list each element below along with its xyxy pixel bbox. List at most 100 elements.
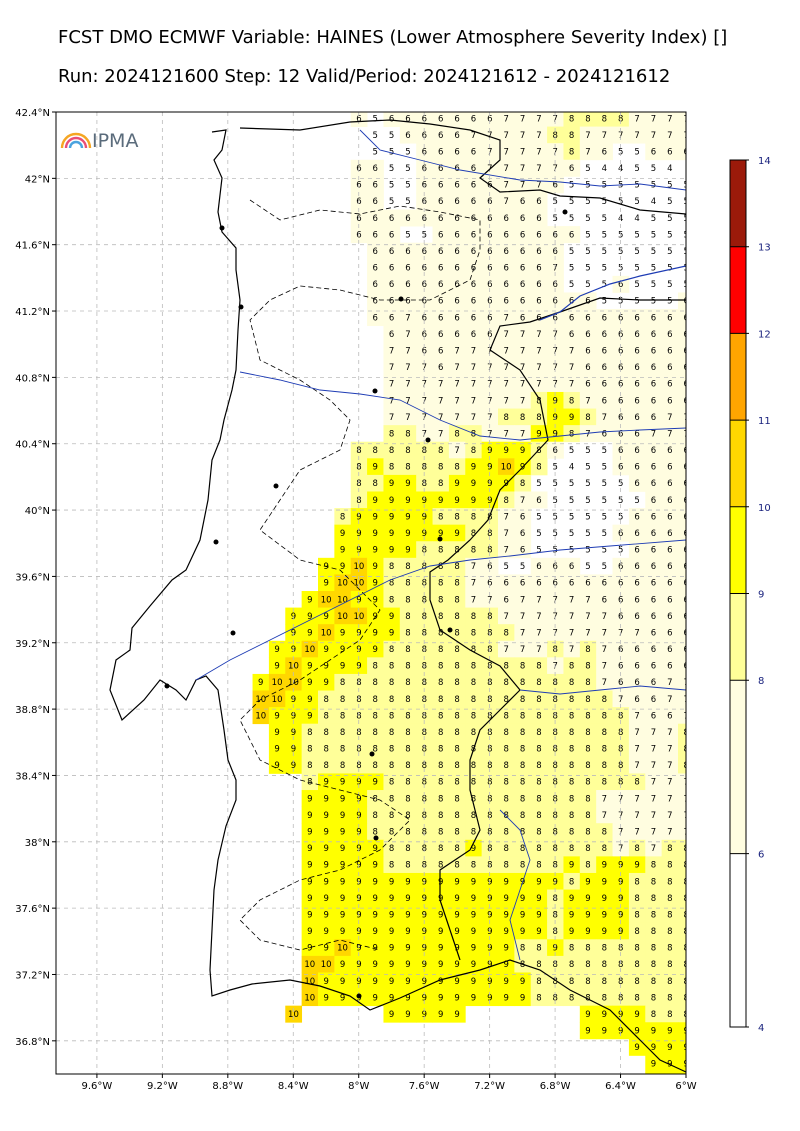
cell-value: 8 [405,562,410,572]
cell-value: 7 [765,711,770,721]
grid-cell [793,923,800,940]
cell-value: 9 [503,993,508,1003]
cell-value: 5 [602,463,607,473]
cell-value: 7 [749,695,754,705]
grid-cell [776,624,793,641]
grid-cell [694,326,711,343]
grid-cell [498,773,515,791]
cell-value: 7 [520,147,525,157]
cell-value: 9 [471,910,476,920]
cell-value: 7 [389,380,394,390]
grid-cell [793,840,800,857]
cell-value: 8 [651,993,656,1003]
cell-value: 8 [536,761,541,771]
grid-cell [678,624,686,642]
cell-value: 6 [503,264,508,274]
cell-value: 8 [356,728,361,738]
cell-value: 9 [782,778,787,788]
grid-cell [596,707,613,725]
cell-value: 7 [405,380,410,390]
cell-value: 9 [323,894,328,904]
cell-value: 5 [389,181,394,191]
grid-cell [383,640,401,658]
grid-cell [383,458,401,476]
cell-value: 7 [651,811,656,821]
cell-value: 6 [373,197,378,207]
cell-value: 6 [487,280,492,290]
cell-value: 8 [618,711,623,721]
grid-cell [448,508,466,526]
cell-value: 7 [700,429,705,439]
grid-cell [367,508,384,526]
grid-cell [465,275,483,293]
cell-value: 6 [782,479,787,489]
cell-value: 8 [585,711,590,721]
cell-value: 8 [569,728,574,738]
cell-value: 8 [569,944,574,954]
grid-cell [514,607,532,625]
cell-value: 8 [585,794,590,804]
cell-value: 7 [553,264,558,274]
grid-cell [530,242,548,260]
grid-cell [530,806,548,824]
cell-value: 8 [782,960,787,970]
grid-cell [498,491,515,509]
cell-value: 8 [520,861,525,871]
cell-value: 8 [340,678,345,688]
grid-cell [498,112,515,127]
grid-cell [661,541,679,559]
grid-cell [661,806,679,824]
cell-value: 8 [520,811,525,821]
cell-value: 6 [422,264,427,274]
grid-cell [694,790,711,807]
cell-value: 9 [274,761,279,771]
cell-value: 6 [373,247,378,257]
cell-value: 9 [454,877,459,887]
grid-cell [776,972,793,989]
grid-cell [498,790,515,808]
grid-cell [514,508,532,526]
cell-value: 6 [373,297,378,307]
city-markers [164,209,568,999]
cell-value: 7 [389,396,394,406]
cell-value: 9 [618,927,623,937]
cell-value: 8 [454,711,459,721]
grid-cell [645,1072,663,1074]
cell-value: 9 [323,877,328,887]
grid-cell [645,939,663,957]
cell-value: 9 [438,877,443,887]
cell-value: 8 [503,711,508,721]
grid-cell [760,375,777,392]
cell-value: 9 [373,778,378,788]
cell-value: 9 [782,844,787,854]
grid-cell [694,906,711,923]
cell-value: 7 [454,347,459,357]
grid-cell [645,524,663,542]
cell-value: 6 [471,114,476,124]
cell-value: 5 [569,529,574,539]
cell-value: 9 [323,844,328,854]
cell-value: 8 [438,479,443,489]
grid-cell [793,392,800,409]
cell-value: 8 [520,479,525,489]
cell-value: 9 [454,529,459,539]
cell-value: 6 [683,512,688,522]
grid-cell [563,607,581,625]
cell-value: 5 [602,197,607,207]
cell-value: 6 [700,595,705,605]
grid-cell [661,906,679,924]
grid-cell [514,690,532,708]
grid-cell [612,790,630,808]
grid-cell [579,955,597,973]
grid-cell [334,541,352,559]
grid-cell [711,110,728,127]
cell-value: 10 [321,960,332,970]
cell-value: 9 [356,927,361,937]
grid-cell [530,673,548,691]
cell-value: 7 [634,628,639,638]
grid-cell [760,1006,777,1023]
grid-cell [514,292,532,310]
grid-cell [563,707,581,725]
cell-value: 6 [454,131,459,141]
grid-cell [776,442,793,459]
